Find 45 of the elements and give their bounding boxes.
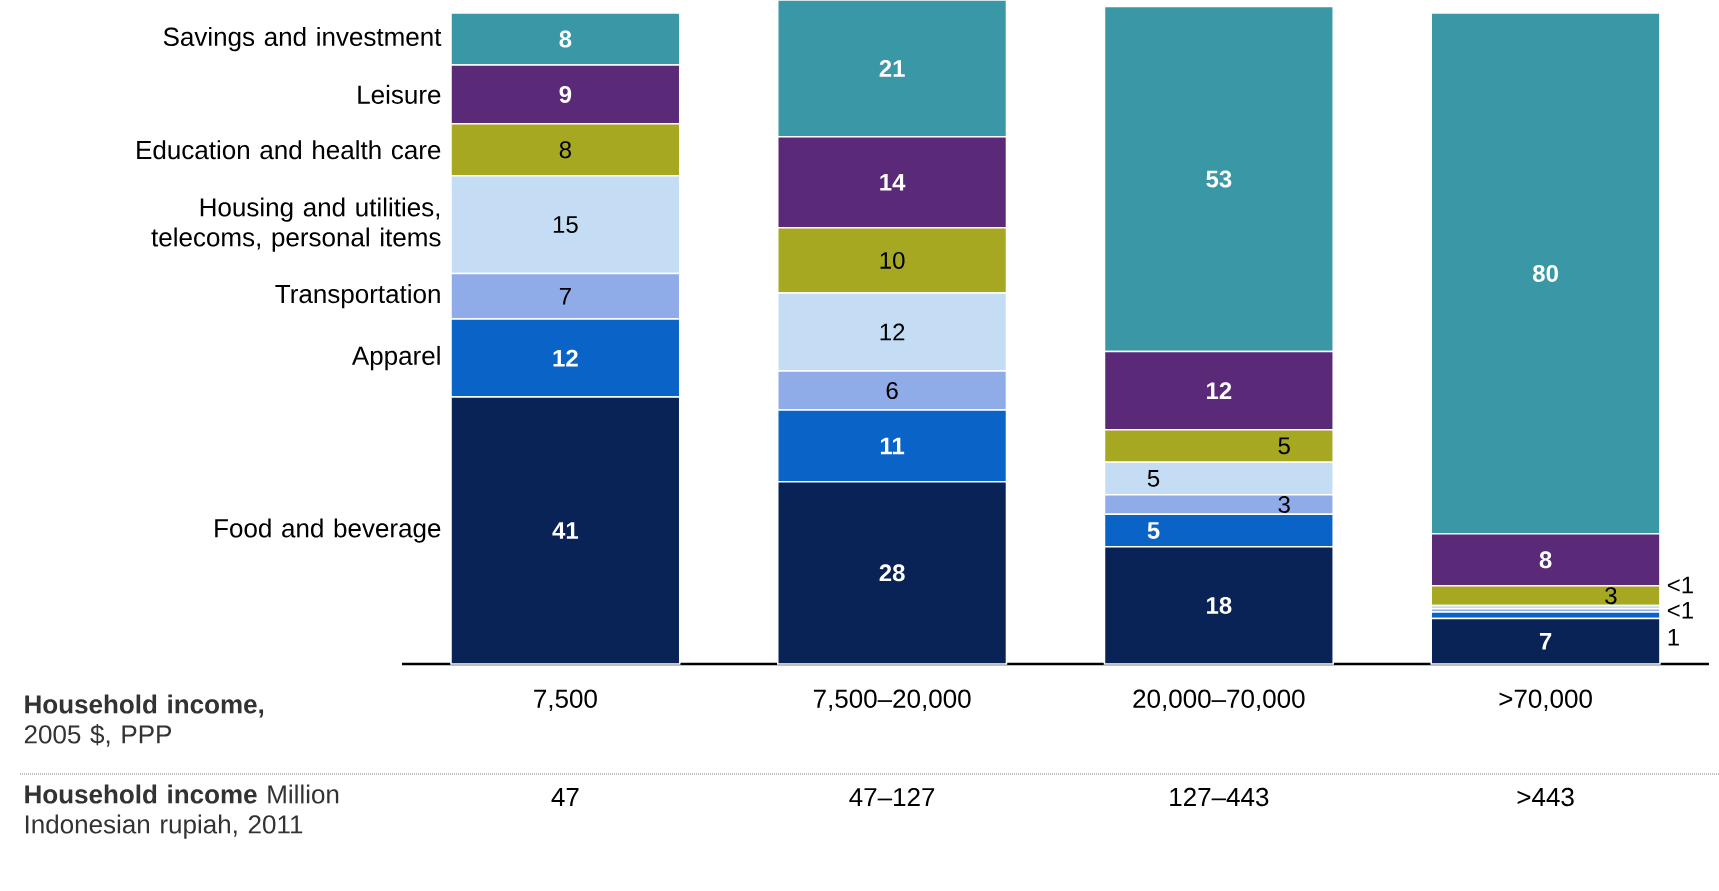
data-label: <1 <box>1667 602 1693 619</box>
data-label: 41 <box>552 522 579 539</box>
data-label: 21 <box>879 59 905 77</box>
text: Household income Million Indonesian rupiah, 2011 <box>25 784 339 839</box>
data-label: 6 <box>886 382 898 400</box>
x-tick-label: 20,000–70,000 <box>1133 689 1305 711</box>
data-label: 53 <box>1206 170 1232 188</box>
series-label: Housing and utilities, telecoms, personal items <box>151 197 441 252</box>
data-label: 15 <box>553 216 578 233</box>
text: 47 <box>551 788 579 806</box>
data-label: 7 <box>559 287 571 305</box>
data-label: 8 <box>559 141 571 159</box>
data-label: 9 <box>559 85 572 103</box>
data-label: 1 <box>1668 628 1679 646</box>
text: Household income, 2005 $, PPP <box>24 694 264 747</box>
data-label: 8 <box>559 30 572 48</box>
data-label: 7 <box>1539 632 1552 650</box>
data-label: 3 <box>1605 587 1617 605</box>
series-label: Apparel <box>351 345 440 371</box>
data-label: 80 <box>1533 264 1558 282</box>
data-label: 18 <box>1207 596 1232 614</box>
series-label: Food and beverage <box>215 518 441 543</box>
series-label: Savings and investment <box>163 26 442 52</box>
x-tick-label: >70,000 <box>1499 689 1592 711</box>
data-label: 12 <box>880 323 905 341</box>
data-label: <1 <box>1667 576 1693 594</box>
data-label: 12 <box>1207 382 1232 399</box>
x-tick-label: 7,500–20,000 <box>813 689 971 711</box>
series-label: Transportation <box>275 284 440 309</box>
series-label: Education and health care <box>137 140 441 160</box>
text: 127–443 <box>1170 787 1269 807</box>
data-label: 8 <box>1539 551 1552 569</box>
data-label: 3 <box>1278 496 1290 513</box>
text: >443 <box>1517 787 1574 807</box>
data-label: 11 <box>880 437 905 455</box>
data-label: 10 <box>880 251 905 269</box>
data-label: 5 <box>1278 437 1290 455</box>
data-label: 14 <box>880 174 906 191</box>
text: 47–127 <box>849 787 935 807</box>
data-label: 5 <box>1147 522 1160 539</box>
x-tick-label: 7,500 <box>534 689 597 711</box>
data-label: 5 <box>1147 470 1160 487</box>
data-label: 12 <box>553 349 578 367</box>
series-label: Leisure <box>358 84 441 104</box>
data-label: 28 <box>879 564 905 582</box>
